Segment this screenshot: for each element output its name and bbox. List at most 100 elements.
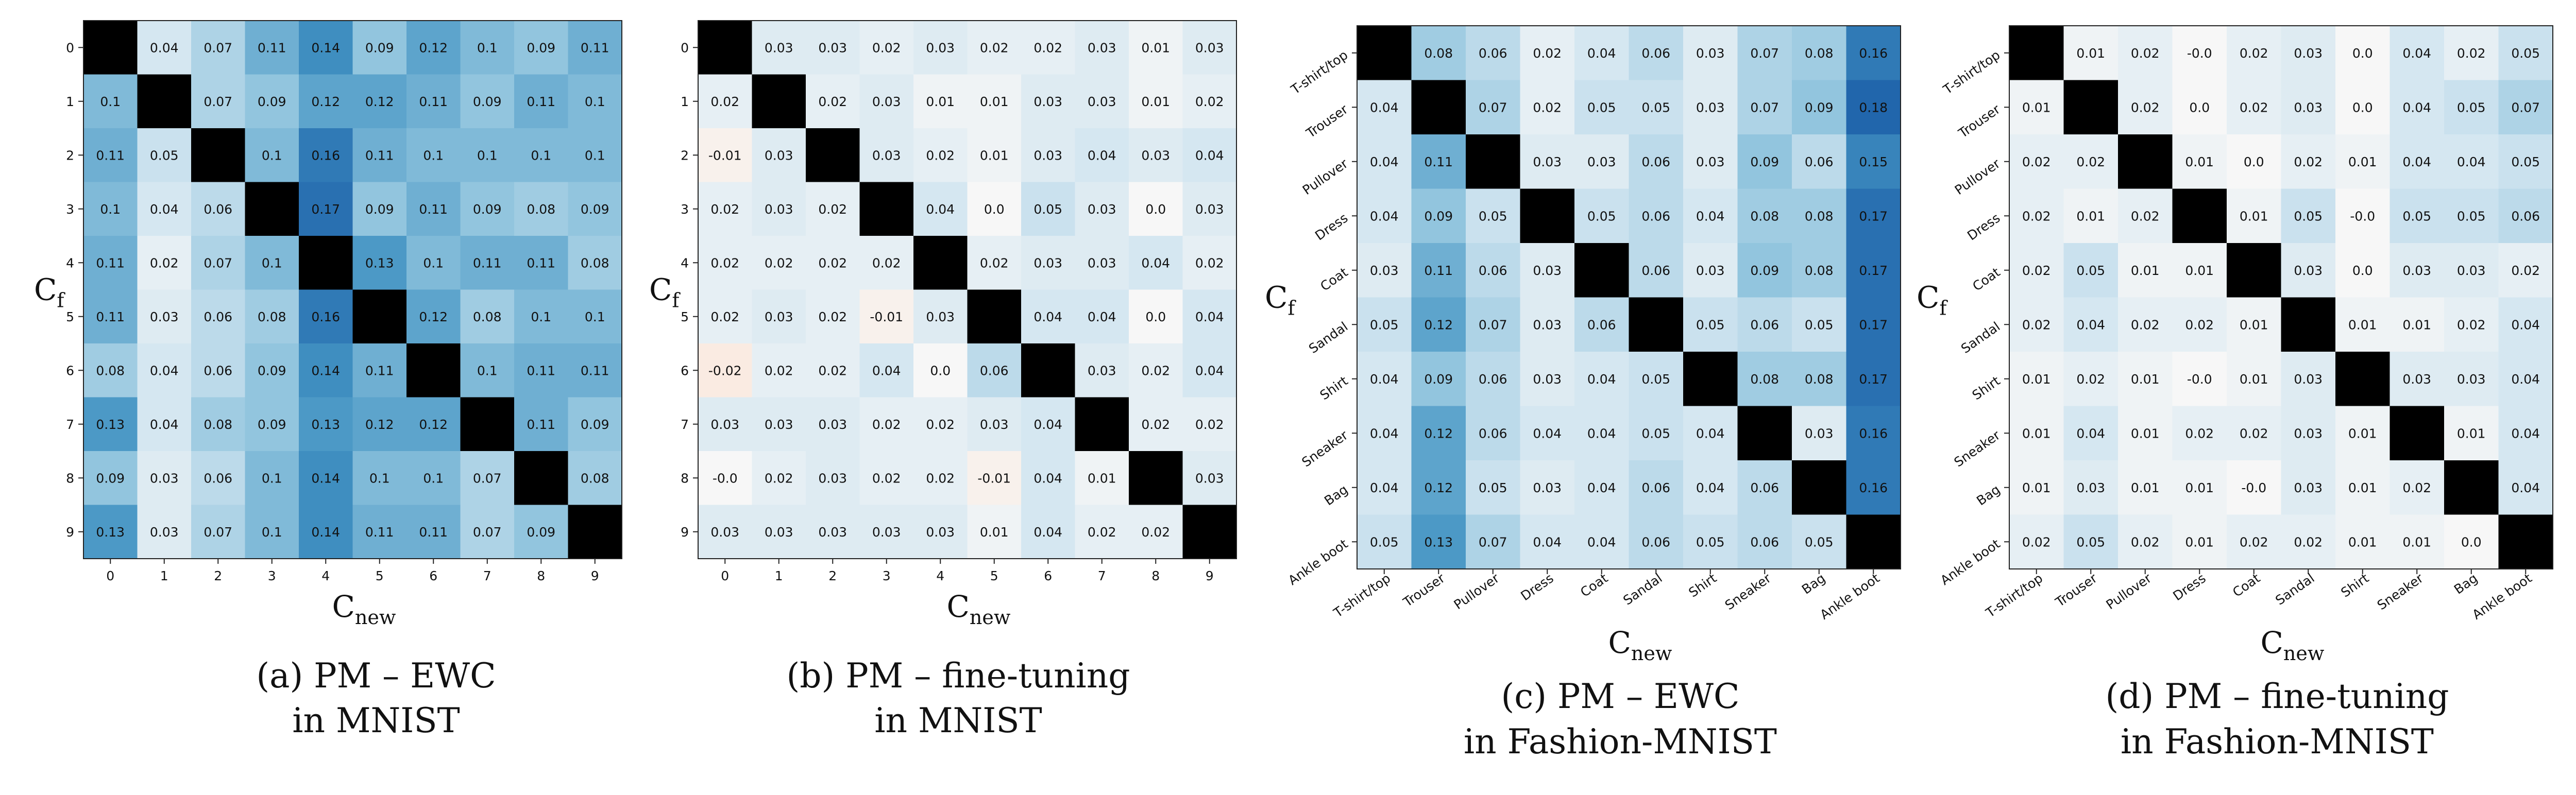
heatmap-cell xyxy=(1357,134,1412,189)
heatmap-cell xyxy=(2009,460,2064,515)
heatmap-cell xyxy=(1466,406,1521,461)
cell-value-label: 0.03 xyxy=(1805,426,1834,441)
x-axis-label: Cnew xyxy=(1608,625,1672,665)
diagonal-cell xyxy=(406,343,461,398)
cell-value-label: 0.05 xyxy=(2076,534,2105,549)
cell-value-label: 0.04 xyxy=(150,40,179,55)
diagonal-cell xyxy=(1182,505,1237,559)
heatmap-cell xyxy=(1466,514,1521,569)
heatmap-cell xyxy=(1683,26,1738,81)
cell-value-label: 0.06 xyxy=(1750,534,1779,549)
x-tick-label: T-shirt/top xyxy=(1330,571,1393,620)
cell-value-label: 0.03 xyxy=(2294,372,2323,387)
heatmap-cell xyxy=(83,289,138,344)
heatmap-cell xyxy=(2498,26,2553,81)
cell-value-label: 0.03 xyxy=(1696,100,1725,115)
cell-value-label: 0.1 xyxy=(262,471,282,486)
heatmap-cell xyxy=(2498,406,2553,461)
cell-value-label: -0.01 xyxy=(870,309,903,324)
cell-value-label: 0.03 xyxy=(1533,317,1562,332)
heatmap-cell xyxy=(2009,80,2064,135)
cell-value-label: 0.02 xyxy=(818,309,847,324)
heatmap-frame xyxy=(83,20,622,559)
y-tick-label: Coat xyxy=(1317,265,1350,294)
x-tick-label: Dress xyxy=(2170,571,2208,603)
x-tick-label: Sneaker xyxy=(2375,571,2427,613)
heatmap-cell xyxy=(299,21,353,75)
heatmap-cell xyxy=(1129,343,1183,398)
heatmap-cell xyxy=(191,343,246,398)
heatmap-cell xyxy=(1574,188,1630,244)
cell-value-label: 0.03 xyxy=(1088,255,1116,270)
x-tick-label: T-shirt/top xyxy=(1982,571,2045,620)
cell-value-label: 0.01 xyxy=(2457,426,2486,441)
cell-value-label: 0.17 xyxy=(1859,372,1888,387)
heatmap-cell xyxy=(2498,352,2553,407)
heatmap-cell xyxy=(568,128,622,183)
heatmap-cell xyxy=(2335,134,2391,189)
x-axis-label: Cnew xyxy=(332,589,396,629)
cell-value-label: 0.05 xyxy=(1641,372,1670,387)
heatmap-cell xyxy=(1182,343,1237,398)
diagonal-cell xyxy=(2227,243,2282,298)
heatmap-cell xyxy=(752,397,806,452)
cell-value-label: 0.13 xyxy=(311,417,340,432)
heatmap-cell xyxy=(1357,352,1412,407)
heatmap-cell xyxy=(2118,460,2173,515)
heatmap-panel: 0.03 0.03 0.02 0.03 0.02 0.02 0.03 0.01 0.030.02… xyxy=(649,20,1237,740)
cell-value-label: 0.11 xyxy=(365,148,394,163)
heatmap-cell xyxy=(2009,243,2064,298)
cell-value-label: 0.03 xyxy=(765,525,793,540)
heatmap-cell xyxy=(1466,80,1521,135)
cell-value-label: 0.04 xyxy=(2076,426,2105,441)
cell-value-label: 0.05 xyxy=(1479,480,1507,495)
heatmap-cell xyxy=(1846,406,1901,461)
cell-value-label: 0.05 xyxy=(1641,426,1670,441)
cell-value-label: 0.01 xyxy=(2240,209,2268,223)
heatmap-cell xyxy=(137,128,192,183)
cell-value-label: 0.13 xyxy=(365,255,394,270)
heatmap-cell xyxy=(1182,236,1237,290)
heatmap-cell xyxy=(1737,134,1792,189)
cell-value-label: 0.02 xyxy=(710,202,739,217)
heatmap-cell xyxy=(514,289,569,344)
cell-value-label: 0.11 xyxy=(581,363,609,378)
cell-value-label: 0.11 xyxy=(96,148,125,163)
heatmap-cell xyxy=(137,397,192,452)
cell-value-label: 0.09 xyxy=(1750,154,1779,169)
diagonal-cell xyxy=(2389,406,2445,461)
cell-value-label: 0.07 xyxy=(1750,46,1779,61)
heatmap-cell xyxy=(1520,297,1575,352)
cell-value-label: 0.02 xyxy=(818,202,847,217)
cell-value-label: 0.05 xyxy=(150,148,179,163)
heatmap-cell xyxy=(2444,188,2499,244)
cell-value-label: 0.02 xyxy=(2185,426,2214,441)
cell-value-label: 0.03 xyxy=(1587,154,1616,169)
cell-value-label: 0.1 xyxy=(423,471,444,486)
diagonal-cell xyxy=(568,505,622,559)
heatmap-cell xyxy=(2335,243,2391,298)
cell-value-label: 0.12 xyxy=(419,309,448,324)
heatmap-cell xyxy=(460,236,515,290)
diagonal-cell xyxy=(137,74,192,129)
heatmap-cell xyxy=(137,21,192,75)
cell-value-label: 0.01 xyxy=(2348,534,2377,549)
heatmap-cell xyxy=(2498,297,2553,352)
cell-value-label: 0.0 xyxy=(2352,46,2373,61)
cell-value-label: 0.05 xyxy=(1641,100,1670,115)
cell-value-label: 0.16 xyxy=(1859,46,1888,61)
cell-value-label: 0.04 xyxy=(1141,255,1170,270)
cell-value-label: 0.02 xyxy=(710,94,739,109)
heatmap-cell xyxy=(913,289,968,344)
heatmap-cell xyxy=(1411,406,1466,461)
heatmap-cell xyxy=(967,397,1022,452)
cell-value-label: 0.03 xyxy=(1533,154,1562,169)
heatmap-cell xyxy=(806,451,860,506)
heatmap-cell xyxy=(1629,352,1684,407)
cell-value-label: 0.02 xyxy=(872,255,901,270)
x-tick-label: Ankle boot xyxy=(2469,571,2535,623)
heatmap-cell xyxy=(2335,188,2391,244)
heatmap-cell xyxy=(1737,297,1792,352)
heatmap-cell xyxy=(752,128,806,183)
cell-value-label: 0.12 xyxy=(311,94,340,109)
